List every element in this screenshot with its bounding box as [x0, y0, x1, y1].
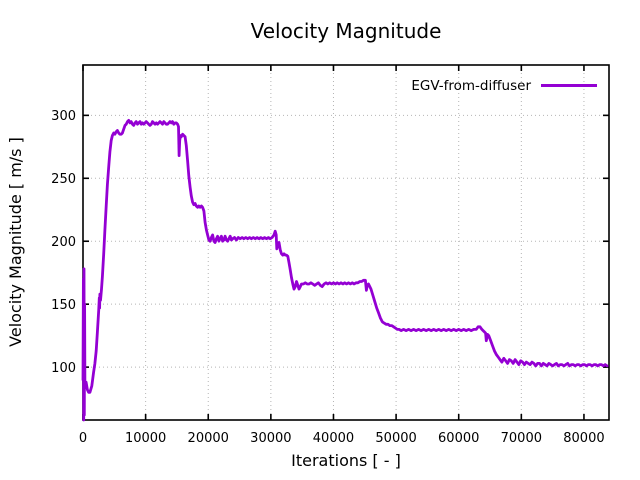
- x-axis-label: Iterations [ - ]: [291, 451, 401, 470]
- x-tick-label: 40000: [313, 431, 354, 446]
- x-tick-label: 70000: [501, 431, 542, 446]
- series-line: [81, 119, 609, 422]
- plot-border: [82, 64, 610, 421]
- y-tick-label: 250: [51, 172, 76, 187]
- chart-title: Velocity Magnitude: [251, 19, 442, 43]
- legend: EGV-from-diffuser: [411, 78, 597, 94]
- y-tick-label: 300: [51, 109, 76, 124]
- series-layer: [81, 119, 609, 422]
- x-tick-label: 60000: [438, 431, 479, 446]
- y-tick-label: 200: [51, 235, 76, 250]
- tick-label-layer: 0 10000 20000 30000 40000 50000 60000 70000 8000…: [51, 109, 604, 446]
- x-tick-label: 10000: [125, 431, 166, 446]
- x-tick-label: 50000: [375, 431, 416, 446]
- legend-entry-label: EGV-from-diffuser: [411, 78, 531, 94]
- y-axis-label: Velocity Magnitude [ m/s ]: [6, 137, 25, 347]
- tick-layer: [82, 65, 609, 420]
- y-tick-label: 100: [51, 361, 76, 376]
- grid-layer: [83, 65, 609, 420]
- y-tick-label: 150: [51, 298, 76, 313]
- x-tick-label: 20000: [188, 431, 229, 446]
- x-tick-label: 80000: [563, 431, 604, 446]
- x-tick-label: 0: [79, 431, 87, 446]
- x-tick-label: 30000: [250, 431, 291, 446]
